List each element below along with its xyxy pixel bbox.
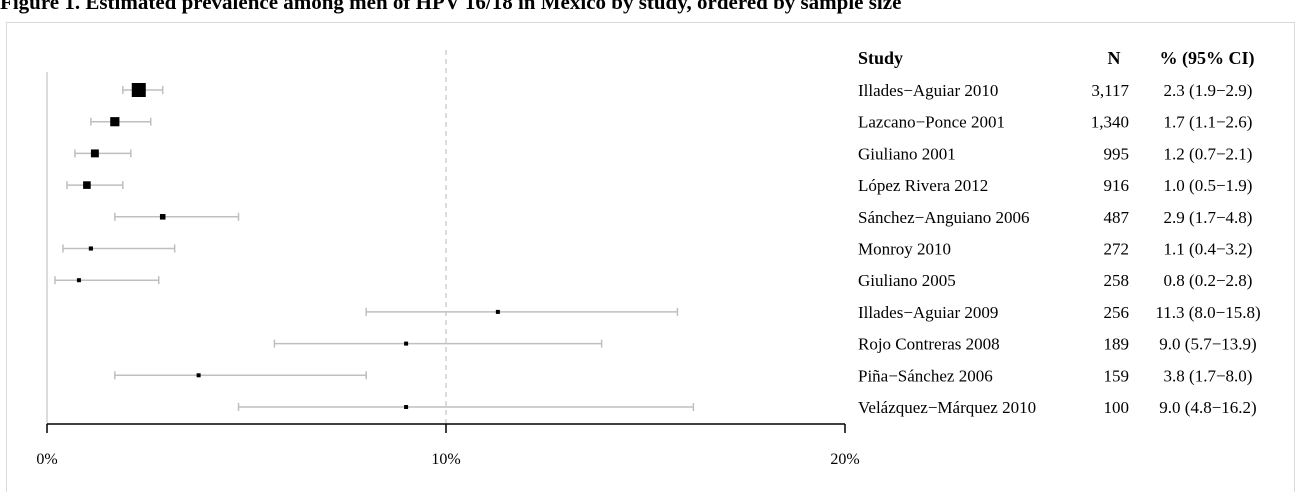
study-n: 272 bbox=[1104, 240, 1130, 259]
study-n: 487 bbox=[1104, 208, 1130, 227]
study-ci: 3.8 (1.7−8.0) bbox=[1164, 366, 1253, 385]
study-n: 995 bbox=[1104, 144, 1130, 163]
study-n: 100 bbox=[1104, 398, 1130, 417]
point-estimate bbox=[131, 83, 146, 97]
point-estimate bbox=[76, 278, 81, 283]
chart-panel bbox=[6, 22, 1295, 492]
point-estimate bbox=[88, 246, 93, 251]
point-estimate bbox=[196, 373, 201, 378]
point-estimate bbox=[404, 341, 409, 346]
x-tick-label: 20% bbox=[830, 451, 859, 468]
point-estimate bbox=[90, 149, 99, 158]
x-axis: 0% 10% 20% bbox=[36, 423, 860, 468]
study-n: 3,117 bbox=[1091, 81, 1129, 100]
study-n: 258 bbox=[1104, 271, 1130, 290]
study-ci: 1.7 (1.1−2.6) bbox=[1164, 113, 1253, 132]
point-estimate bbox=[110, 117, 120, 127]
study-name: Piña−Sánchez 2006 bbox=[858, 366, 993, 385]
study-n: 916 bbox=[1104, 176, 1130, 195]
header-study: Study bbox=[858, 48, 903, 68]
study-name: Giuliano 2001 bbox=[858, 144, 956, 163]
study-ci: 2.9 (1.7−4.8) bbox=[1164, 208, 1253, 227]
study-table: Study N % (95% CI) Illades−Aguiar 2010 3,… bbox=[858, 48, 1261, 417]
study-name: Monroy 2010 bbox=[858, 240, 951, 259]
study-ci: 0.8 (0.2−2.8) bbox=[1164, 271, 1253, 290]
study-ci: 2.3 (1.9−2.9) bbox=[1164, 81, 1253, 100]
header-ci: % (95% CI) bbox=[1160, 48, 1255, 69]
study-name: Lazcano−Ponce 2001 bbox=[858, 113, 1005, 132]
point-estimates bbox=[76, 83, 500, 409]
study-n: 256 bbox=[1104, 303, 1130, 322]
study-ci: 1.1 (0.4−3.2) bbox=[1164, 240, 1253, 259]
x-tick-label: 10% bbox=[431, 451, 460, 468]
study-name: Sánchez−Anguiano 2006 bbox=[858, 208, 1030, 227]
page-title: Figure 1. Estimated prevalence among men… bbox=[0, 0, 902, 14]
study-ci: 9.0 (5.7−13.9) bbox=[1159, 335, 1256, 354]
x-tick-label: 0% bbox=[36, 451, 57, 468]
study-name: Velázquez−Márquez 2010 bbox=[858, 398, 1036, 417]
point-estimate bbox=[495, 309, 500, 314]
study-n: 1,340 bbox=[1091, 113, 1129, 132]
study-name: López Rivera 2012 bbox=[858, 176, 988, 195]
point-estimate bbox=[404, 405, 409, 409]
header-n: N bbox=[1108, 48, 1121, 68]
point-estimate bbox=[159, 214, 166, 220]
study-ci: 9.0 (4.8−16.2) bbox=[1159, 398, 1256, 417]
study-n: 189 bbox=[1104, 335, 1130, 354]
study-name: Illades−Aguiar 2009 bbox=[858, 303, 998, 322]
study-name: Rojo Contreras 2008 bbox=[858, 335, 1000, 354]
point-estimate bbox=[83, 181, 91, 189]
study-n: 159 bbox=[1104, 366, 1130, 385]
ci-lines bbox=[54, 86, 695, 411]
study-ci: 11.3 (8.0−15.8) bbox=[1155, 303, 1260, 322]
study-name: Giuliano 2005 bbox=[858, 271, 956, 290]
study-ci: 1.0 (0.5−1.9) bbox=[1164, 176, 1253, 195]
study-name: Illades−Aguiar 2010 bbox=[858, 81, 998, 100]
study-ci: 1.2 (0.7−2.1) bbox=[1164, 144, 1253, 163]
